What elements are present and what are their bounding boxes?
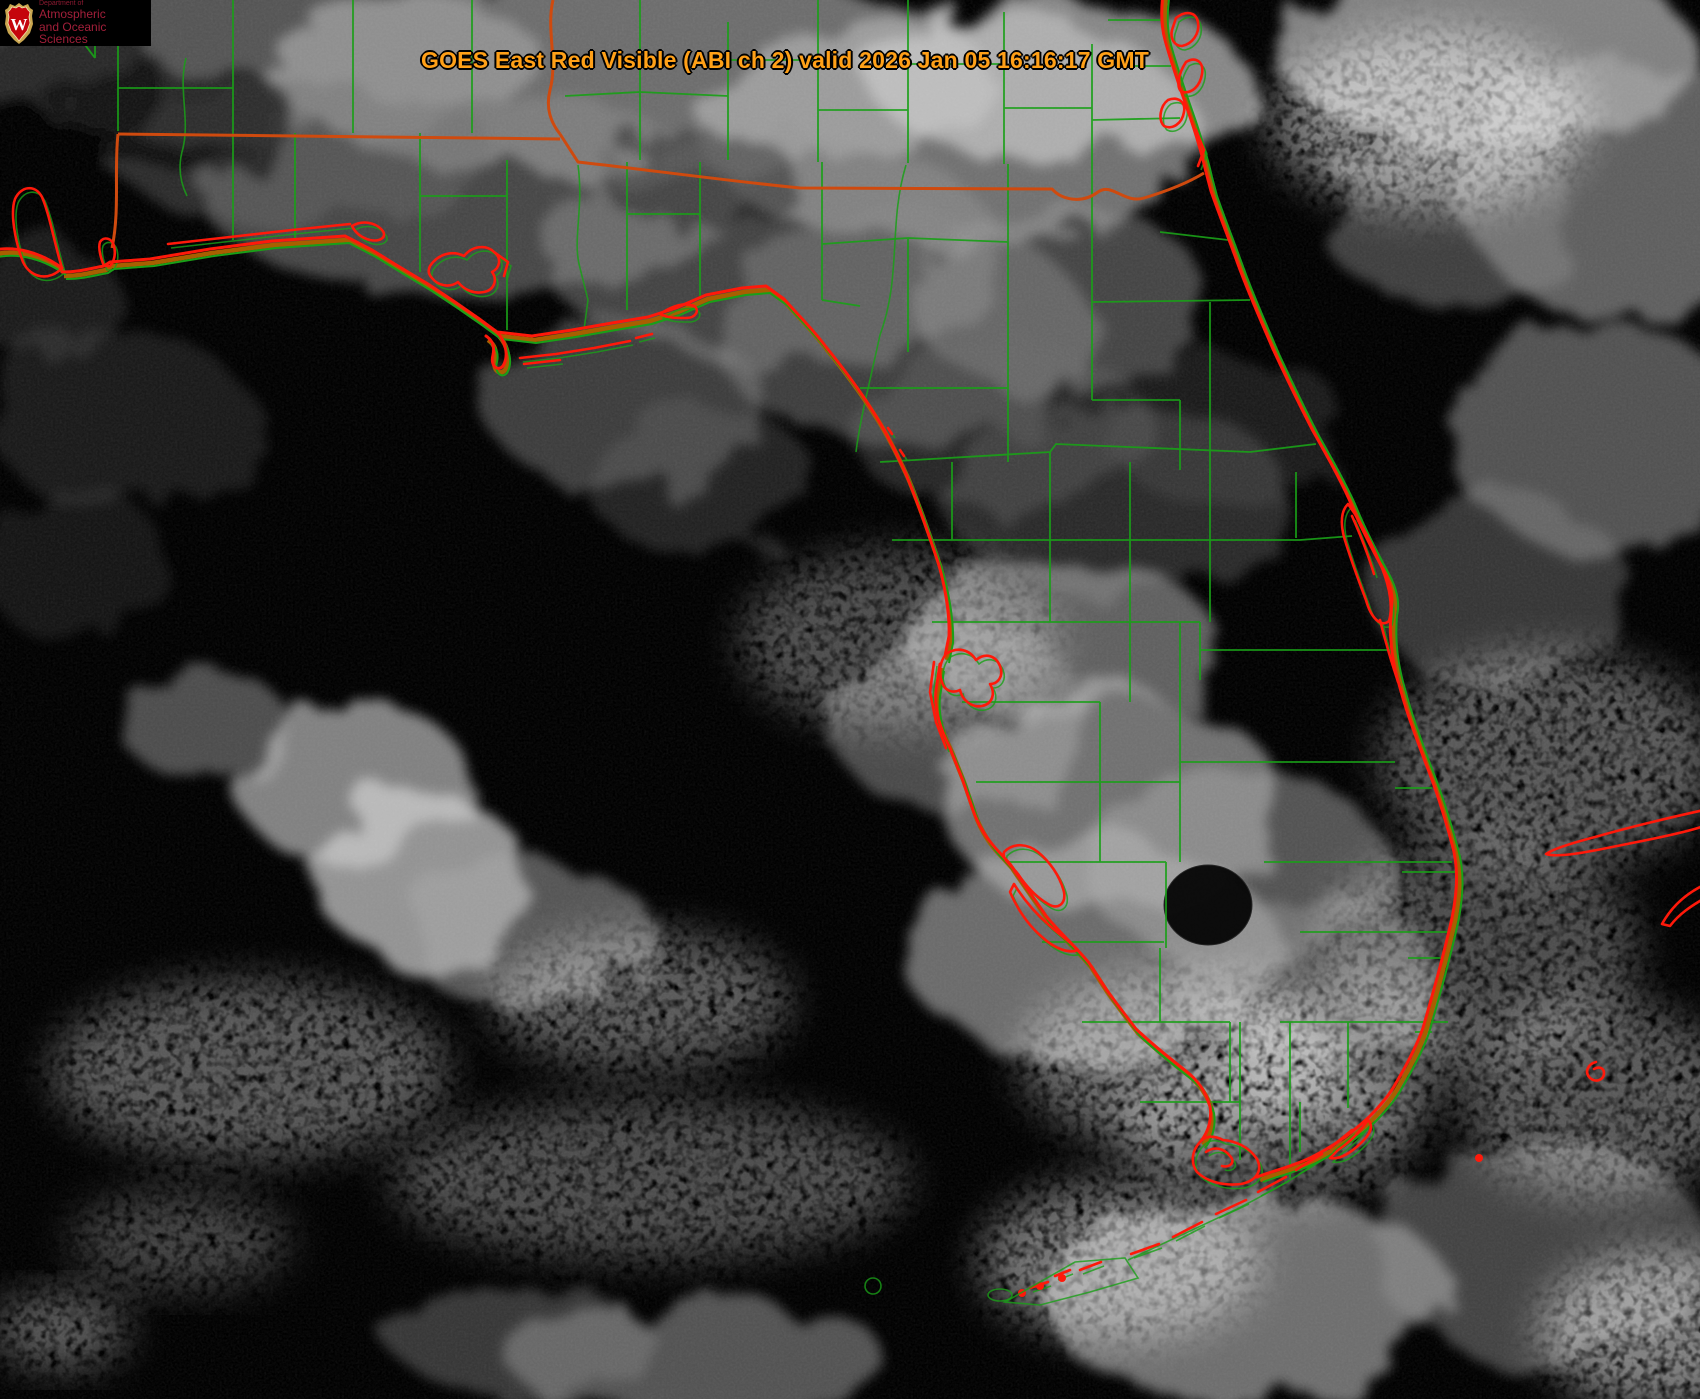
uw-crest-icon: W — [5, 2, 33, 44]
logo-department-prefix: Department of — [39, 0, 84, 7]
institution-logo: W Department of Atmospheric and Oceanic … — [0, 0, 151, 46]
river-lines-layer — [179, 57, 907, 453]
crest-letter: W — [11, 15, 28, 34]
logo-line-oceanic: and Oceanic Sciences — [39, 19, 107, 47]
keys-outline-green — [864, 1257, 1140, 1306]
logo-line-atmospheric: Atmospheric — [39, 7, 106, 22]
coastline-companion-green — [0, 0, 1464, 1293]
county-boundaries-layer — [0, 0, 1456, 1178]
state-boundaries-layer — [110, 0, 1205, 249]
lake-okeechobee — [1163, 864, 1253, 946]
image-title: GOES East Red Visible (ABI ch 2) valid 2… — [420, 47, 1150, 73]
